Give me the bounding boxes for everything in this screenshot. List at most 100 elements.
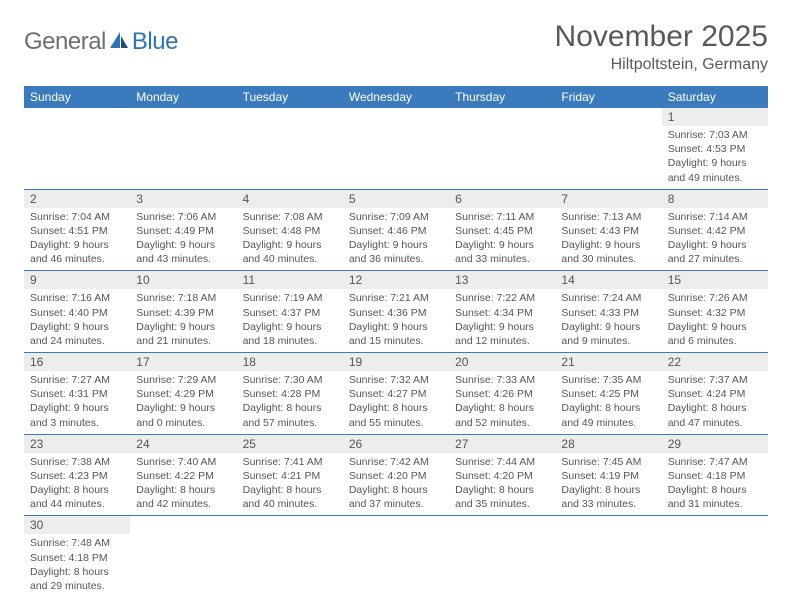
sunset-line: Sunset: 4:40 PM — [30, 306, 124, 320]
day-info-cell: Sunrise: 7:37 AMSunset: 4:24 PMDaylight:… — [662, 371, 768, 434]
dayhdr-fri: Friday — [555, 86, 661, 108]
day-number-cell: 19 — [343, 353, 449, 372]
sunset-line: Sunset: 4:25 PM — [561, 387, 655, 401]
day-info-cell: Sunrise: 7:48 AMSunset: 4:18 PMDaylight:… — [24, 534, 130, 597]
dayhdr-sun: Sunday — [24, 86, 130, 108]
daynum-row: 1 — [24, 108, 768, 126]
day-number-cell — [343, 108, 449, 126]
info-row: Sunrise: 7:16 AMSunset: 4:40 PMDaylight:… — [24, 289, 768, 352]
sunrise-line: Sunrise: 7:41 AM — [243, 455, 337, 469]
day-number-cell — [24, 108, 130, 126]
page-title: November 2025 — [555, 20, 768, 54]
daynum-row: 2345678 — [24, 189, 768, 208]
day-info-cell: Sunrise: 7:42 AMSunset: 4:20 PMDaylight:… — [343, 453, 449, 516]
sunset-line: Sunset: 4:18 PM — [668, 469, 762, 483]
day-info-cell: Sunrise: 7:40 AMSunset: 4:22 PMDaylight:… — [130, 453, 236, 516]
logo: General Blue — [24, 28, 178, 56]
daylight-line: Daylight: 9 hours and 24 minutes. — [30, 320, 124, 348]
sunset-line: Sunset: 4:32 PM — [668, 306, 762, 320]
dayhdr-sat: Saturday — [662, 86, 768, 108]
day-info-cell: Sunrise: 7:04 AMSunset: 4:51 PMDaylight:… — [24, 208, 130, 271]
day-info-cell: Sunrise: 7:24 AMSunset: 4:33 PMDaylight:… — [555, 289, 661, 352]
sunset-line: Sunset: 4:27 PM — [349, 387, 443, 401]
day-number-cell: 12 — [343, 271, 449, 290]
day-number-cell: 22 — [662, 353, 768, 372]
day-number-cell: 15 — [662, 271, 768, 290]
sunset-line: Sunset: 4:37 PM — [243, 306, 337, 320]
daylight-line: Daylight: 9 hours and 33 minutes. — [455, 238, 549, 266]
sunrise-line: Sunrise: 7:22 AM — [455, 291, 549, 305]
sunset-line: Sunset: 4:29 PM — [136, 387, 230, 401]
dayhdr-thu: Thursday — [449, 86, 555, 108]
sunset-line: Sunset: 4:21 PM — [243, 469, 337, 483]
day-number-cell: 20 — [449, 353, 555, 372]
daylight-line: Daylight: 9 hours and 0 minutes. — [136, 401, 230, 429]
sunset-line: Sunset: 4:42 PM — [668, 224, 762, 238]
day-info-cell: Sunrise: 7:16 AMSunset: 4:40 PMDaylight:… — [24, 289, 130, 352]
daylight-line: Daylight: 8 hours and 44 minutes. — [30, 483, 124, 511]
day-info-cell: Sunrise: 7:33 AMSunset: 4:26 PMDaylight:… — [449, 371, 555, 434]
day-number-cell: 17 — [130, 353, 236, 372]
day-number-cell: 13 — [449, 271, 555, 290]
sunset-line: Sunset: 4:26 PM — [455, 387, 549, 401]
sunset-line: Sunset: 4:20 PM — [349, 469, 443, 483]
day-info-cell — [555, 126, 661, 189]
sunrise-line: Sunrise: 7:16 AM — [30, 291, 124, 305]
day-info-cell: Sunrise: 7:21 AMSunset: 4:36 PMDaylight:… — [343, 289, 449, 352]
day-info-cell: Sunrise: 7:06 AMSunset: 4:49 PMDaylight:… — [130, 208, 236, 271]
header: General Blue November 2025 Hiltpoltstein… — [24, 20, 768, 74]
info-row: Sunrise: 7:04 AMSunset: 4:51 PMDaylight:… — [24, 208, 768, 271]
day-number-cell: 23 — [24, 434, 130, 453]
day-info-cell: Sunrise: 7:09 AMSunset: 4:46 PMDaylight:… — [343, 208, 449, 271]
day-number-cell: 5 — [343, 189, 449, 208]
day-info-cell — [449, 534, 555, 597]
daylight-line: Daylight: 8 hours and 42 minutes. — [136, 483, 230, 511]
daylight-line: Daylight: 9 hours and 27 minutes. — [668, 238, 762, 266]
daylight-line: Daylight: 9 hours and 46 minutes. — [30, 238, 124, 266]
daynum-row: 16171819202122 — [24, 353, 768, 372]
sunset-line: Sunset: 4:19 PM — [561, 469, 655, 483]
day-number-cell: 30 — [24, 516, 130, 535]
daylight-line: Daylight: 8 hours and 31 minutes. — [668, 483, 762, 511]
daylight-line: Daylight: 9 hours and 18 minutes. — [243, 320, 337, 348]
sunrise-line: Sunrise: 7:18 AM — [136, 291, 230, 305]
sunrise-line: Sunrise: 7:32 AM — [349, 373, 443, 387]
logo-text-blue: Blue — [132, 28, 178, 56]
info-row: Sunrise: 7:38 AMSunset: 4:23 PMDaylight:… — [24, 453, 768, 516]
calendar-body: 1Sunrise: 7:03 AMSunset: 4:53 PMDaylight… — [24, 108, 768, 597]
sunrise-line: Sunrise: 7:21 AM — [349, 291, 443, 305]
sunrise-line: Sunrise: 7:30 AM — [243, 373, 337, 387]
sunset-line: Sunset: 4:46 PM — [349, 224, 443, 238]
sunrise-line: Sunrise: 7:33 AM — [455, 373, 549, 387]
daylight-line: Daylight: 8 hours and 49 minutes. — [561, 401, 655, 429]
sunset-line: Sunset: 4:20 PM — [455, 469, 549, 483]
day-number-cell: 10 — [130, 271, 236, 290]
daylight-line: Daylight: 8 hours and 57 minutes. — [243, 401, 337, 429]
info-row: Sunrise: 7:27 AMSunset: 4:31 PMDaylight:… — [24, 371, 768, 434]
day-number-cell — [130, 108, 236, 126]
day-info-cell: Sunrise: 7:08 AMSunset: 4:48 PMDaylight:… — [237, 208, 343, 271]
day-info-cell: Sunrise: 7:22 AMSunset: 4:34 PMDaylight:… — [449, 289, 555, 352]
sunrise-line: Sunrise: 7:03 AM — [668, 128, 762, 142]
day-number-cell: 18 — [237, 353, 343, 372]
daynum-row: 30 — [24, 516, 768, 535]
sunrise-line: Sunrise: 7:35 AM — [561, 373, 655, 387]
sunrise-line: Sunrise: 7:40 AM — [136, 455, 230, 469]
sunrise-line: Sunrise: 7:44 AM — [455, 455, 549, 469]
sunrise-line: Sunrise: 7:24 AM — [561, 291, 655, 305]
day-number-cell — [237, 516, 343, 535]
daylight-line: Daylight: 8 hours and 52 minutes. — [455, 401, 549, 429]
day-number-cell: 21 — [555, 353, 661, 372]
day-info-cell: Sunrise: 7:45 AMSunset: 4:19 PMDaylight:… — [555, 453, 661, 516]
daylight-line: Daylight: 9 hours and 36 minutes. — [349, 238, 443, 266]
sunrise-line: Sunrise: 7:48 AM — [30, 536, 124, 550]
day-info-cell — [555, 534, 661, 597]
sunset-line: Sunset: 4:31 PM — [30, 387, 124, 401]
sunrise-line: Sunrise: 7:29 AM — [136, 373, 230, 387]
day-header-row: Sunday Monday Tuesday Wednesday Thursday… — [24, 86, 768, 108]
daylight-line: Daylight: 9 hours and 3 minutes. — [30, 401, 124, 429]
day-number-cell: 27 — [449, 434, 555, 453]
daylight-line: Daylight: 8 hours and 55 minutes. — [349, 401, 443, 429]
day-info-cell: Sunrise: 7:35 AMSunset: 4:25 PMDaylight:… — [555, 371, 661, 434]
day-info-cell: Sunrise: 7:14 AMSunset: 4:42 PMDaylight:… — [662, 208, 768, 271]
